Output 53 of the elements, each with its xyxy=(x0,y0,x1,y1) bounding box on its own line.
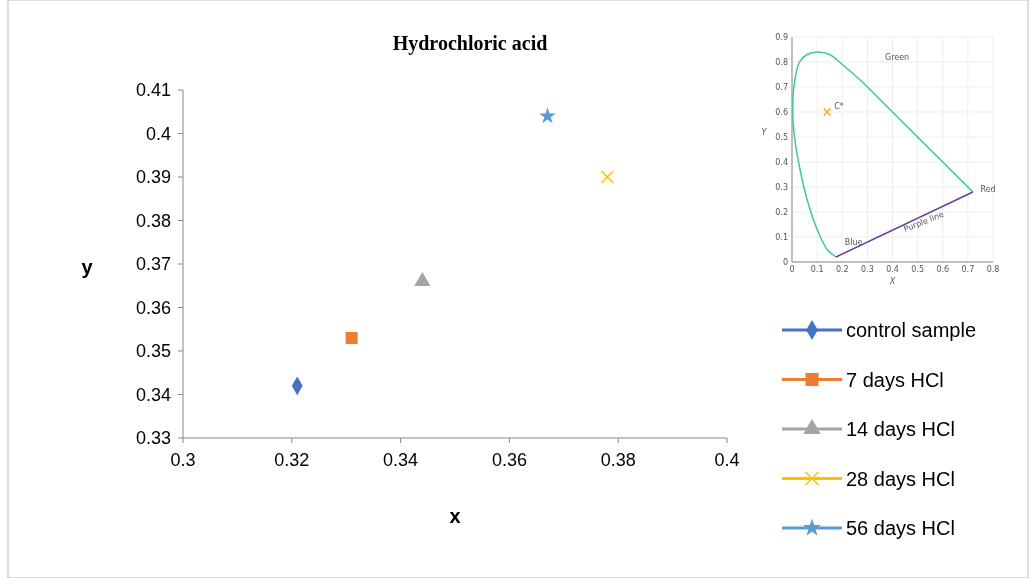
x-tick-label: 0.34 xyxy=(383,450,419,470)
x-tick-label: 0.36 xyxy=(491,450,527,470)
x-axis-title: x xyxy=(449,505,461,527)
y-axis-title: y xyxy=(81,256,94,278)
x-tick-label: 0.1 xyxy=(810,265,824,274)
x-tick-label: 0.2 xyxy=(835,265,849,274)
y-tick-label: 0.36 xyxy=(135,297,171,318)
y-tick-label: 0.34 xyxy=(135,384,171,405)
y-tick-label: 0.37 xyxy=(135,254,171,275)
annotation: Red xyxy=(980,185,996,194)
legend-label: 28 days HCl xyxy=(846,467,955,490)
y-tick-label: 0.9 xyxy=(775,32,788,42)
y-tick-label: 0.38 xyxy=(135,210,171,231)
legend-label: 7 days HCl xyxy=(846,368,944,391)
y-tick-label: 0.35 xyxy=(135,341,171,362)
x-tick-label: 0.5 xyxy=(911,265,924,274)
x-tick-label: 0.4 xyxy=(886,265,899,274)
legend-label: 14 days HCl xyxy=(846,418,955,440)
y-tick-label: 0.7 xyxy=(775,82,788,92)
y-tick-label: 0.8 xyxy=(775,57,788,67)
y-tick-label: 0.4 xyxy=(775,157,788,167)
x-tick-label: 0.7 xyxy=(961,265,975,274)
x-tick-label: 0.32 xyxy=(274,450,310,470)
x-tick-label: 0 xyxy=(789,265,795,274)
y-tick-label: 0.2 xyxy=(775,207,788,217)
legend-label: control sample xyxy=(846,319,977,341)
x-tick-label: 0.3 xyxy=(861,265,874,274)
annotation: C* xyxy=(834,102,844,111)
y-tick-label: 0.4 xyxy=(145,123,171,144)
annotation: Blue xyxy=(844,237,863,247)
x-tick-label: 0.4 xyxy=(714,450,740,470)
x-axis-title: X xyxy=(888,277,896,286)
point xyxy=(600,170,615,184)
y-tick-label: 0.41 xyxy=(135,80,171,101)
x-tick-label: 0.6 xyxy=(936,265,950,274)
y-tick-label: 0.3 xyxy=(775,182,788,192)
y-tick-label: 0.5 xyxy=(775,132,788,142)
annotation: Purple line xyxy=(902,209,946,234)
point xyxy=(345,331,358,344)
annotation: Green xyxy=(884,52,910,62)
x-tick-label: 0.3 xyxy=(170,450,196,470)
point xyxy=(539,107,556,124)
y-axis-title: Y xyxy=(761,127,768,137)
x-tick-label: 0.8 xyxy=(986,265,1000,274)
line-series xyxy=(792,51,974,258)
chart-title: Hydrochloric acid xyxy=(392,32,548,55)
y-tick-label: 0.39 xyxy=(135,167,171,188)
legend-label: 56 days HCl xyxy=(846,517,955,539)
y-tick-label: 0 xyxy=(782,257,788,267)
y-tick-label: 0.6 xyxy=(775,107,788,117)
y-tick-label: 0.1 xyxy=(775,232,788,242)
x-tick-label: 0.38 xyxy=(600,450,636,470)
y-tick-label: 0.33 xyxy=(135,428,171,449)
